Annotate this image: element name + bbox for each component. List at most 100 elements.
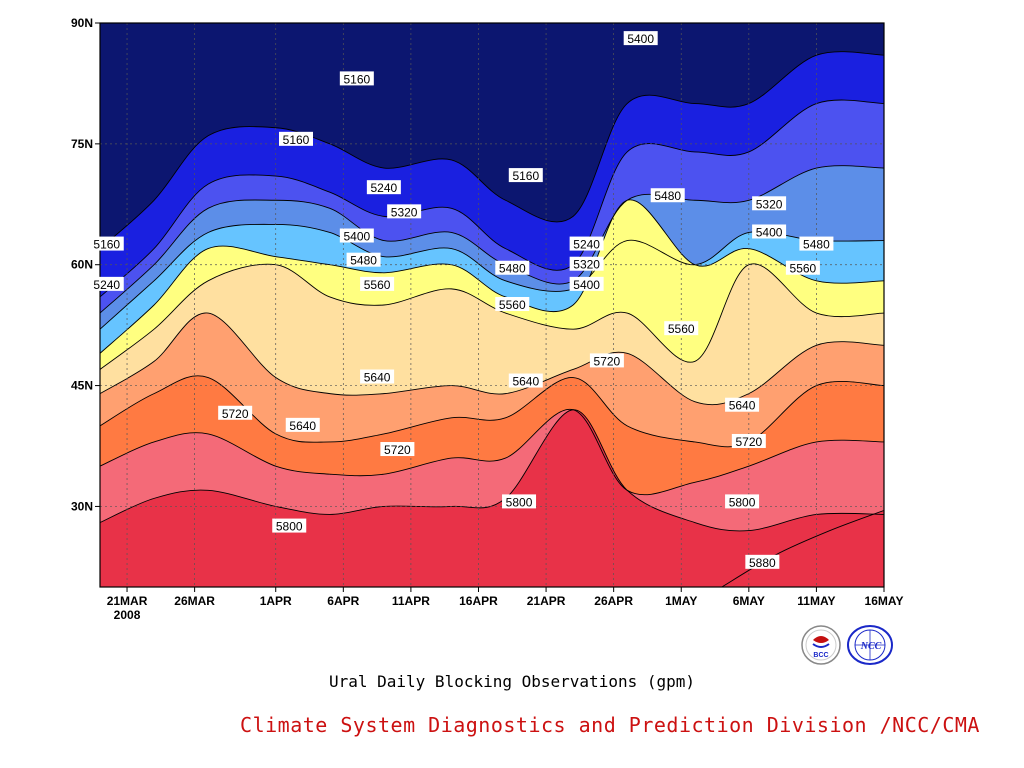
contour-label-text: 5160 bbox=[343, 72, 370, 86]
contour-label-bg bbox=[725, 494, 760, 509]
contour-label: 5560 bbox=[664, 321, 699, 336]
contour-label: 5640 bbox=[285, 417, 320, 433]
contour-label-text: 5560 bbox=[364, 278, 391, 292]
contour-label-bg bbox=[752, 196, 787, 211]
x-tick-label: 21MAR bbox=[107, 594, 148, 608]
x-tick-label: 16APR bbox=[459, 594, 498, 608]
contour-label: 5640 bbox=[360, 369, 395, 385]
contour-label: 5160 bbox=[279, 131, 313, 147]
contour-label-bg bbox=[366, 180, 401, 195]
contour-label-bg bbox=[725, 397, 760, 412]
contour-label-bg bbox=[339, 71, 374, 86]
credit-line: Climate System Diagnostics and Predictio… bbox=[240, 713, 980, 737]
contour-label-bg bbox=[285, 417, 320, 432]
contour-label-text: 5720 bbox=[384, 443, 411, 457]
contour-label-text: 5480 bbox=[654, 189, 681, 203]
contour-fills bbox=[100, 23, 884, 587]
contour-label-bg bbox=[508, 373, 543, 388]
contour-label: 5720 bbox=[589, 353, 624, 368]
contour-label-text: 5640 bbox=[289, 419, 316, 433]
x-tick-label: 16MAY bbox=[865, 594, 904, 608]
x-tick-label: 6APR bbox=[327, 594, 359, 608]
contour-label: 5400 bbox=[339, 228, 374, 244]
contour-label: 5880 bbox=[745, 554, 780, 570]
contour-label-text: 5480 bbox=[499, 262, 526, 276]
contour-label: 5560 bbox=[785, 260, 820, 276]
contour-label-bg bbox=[508, 168, 543, 183]
contour-label-bg bbox=[89, 276, 124, 291]
contour-label: 5160 bbox=[89, 236, 124, 252]
contour-label-text: 5720 bbox=[222, 407, 249, 421]
contour-label: 5480 bbox=[346, 252, 381, 268]
contour-label-bg bbox=[360, 276, 395, 291]
contour-label: 5720 bbox=[218, 405, 253, 421]
contour-label: 5400 bbox=[569, 276, 604, 292]
contour-label-text: 5480 bbox=[350, 254, 377, 268]
contour-label: 5240 bbox=[89, 276, 124, 292]
axis-ticks: 90N 75N 60N 45N 30N 21MAR 26MAR 1APR 6APR 11APR 16… bbox=[71, 16, 903, 622]
contour-label: 5320 bbox=[752, 196, 787, 211]
contour-label-text: 5640 bbox=[364, 371, 391, 385]
x-tick-label: 11MAY bbox=[797, 594, 835, 608]
contour-label: 5480 bbox=[495, 260, 530, 276]
contour-label-bg bbox=[623, 31, 658, 46]
contour-label: 5160 bbox=[508, 168, 543, 183]
x-tick-label: 1MAY bbox=[665, 594, 697, 608]
contour-label-bg bbox=[650, 188, 685, 203]
contour-label: 5800 bbox=[725, 494, 760, 509]
contour-label-text: 5640 bbox=[512, 375, 539, 389]
contour-label-text: 5560 bbox=[499, 298, 526, 312]
contour-label-text: 5160 bbox=[283, 133, 310, 147]
contour-label-text: 5160 bbox=[512, 169, 539, 183]
contour-label-bg bbox=[89, 236, 124, 251]
x-tick-label: 6MAY bbox=[733, 594, 765, 608]
y-tick-label: 90N bbox=[71, 16, 93, 30]
contour-label: 5400 bbox=[623, 31, 658, 46]
contour-label-text: 5800 bbox=[506, 495, 533, 509]
contour-label-bg bbox=[360, 369, 395, 384]
contour-label-text: 5400 bbox=[756, 225, 783, 239]
contour-label: 5720 bbox=[731, 433, 766, 449]
contour-label-bg bbox=[664, 321, 699, 336]
contour-label-bg bbox=[799, 236, 834, 251]
contour-label-bg bbox=[339, 228, 374, 243]
contour-label: 5560 bbox=[360, 276, 395, 292]
isoline-5480 bbox=[100, 199, 884, 354]
bcc-logo: BCC bbox=[801, 625, 841, 665]
contour-label: 5560 bbox=[495, 297, 530, 312]
contour-label-text: 5720 bbox=[735, 435, 762, 449]
contour-label: 5480 bbox=[799, 236, 834, 252]
x-tick-label: 26APR bbox=[594, 594, 633, 608]
contour-label-text: 5240 bbox=[573, 238, 600, 252]
contour-label-bg bbox=[785, 260, 820, 275]
chart-subtitle: Ural Daily Blocking Observations (gpm) bbox=[328, 672, 696, 691]
contour-label: 5720 bbox=[380, 442, 415, 457]
contour-label: 5240 bbox=[366, 180, 401, 195]
contour-label-text: 5160 bbox=[93, 238, 120, 252]
isoline-5320 bbox=[100, 165, 884, 314]
contour-label-text: 5880 bbox=[749, 556, 776, 570]
contour-label-bg bbox=[346, 252, 381, 267]
contour-label-bg bbox=[752, 224, 787, 239]
contour-label: 5800 bbox=[502, 494, 537, 509]
contour-label-text: 5800 bbox=[729, 495, 756, 509]
ncc-logo-text: NCC bbox=[860, 641, 882, 652]
contour-label-bg bbox=[495, 297, 530, 311]
y-tick-label: 45N bbox=[71, 379, 93, 393]
contour-label-text: 5240 bbox=[93, 278, 120, 292]
contour-label-text: 5560 bbox=[668, 322, 695, 336]
ncc-logo: NCC bbox=[847, 625, 893, 665]
contour-label-bg bbox=[569, 256, 604, 271]
contour-label-bg bbox=[218, 405, 253, 420]
contour-label: 5400 bbox=[752, 224, 787, 239]
contour-label-text: 5320 bbox=[391, 205, 418, 219]
contour-labels: 5160 5160 5160 5160 5240 5240 5240 5320 5320 5320… bbox=[89, 31, 834, 570]
contour-label: 5240 bbox=[569, 236, 604, 252]
y-tick-label: 60N bbox=[71, 258, 93, 272]
y-tick-label: 75N bbox=[71, 137, 93, 151]
contour-label-bg bbox=[731, 433, 766, 448]
contour-label-text: 5800 bbox=[276, 520, 303, 534]
contour-label-text: 5400 bbox=[573, 278, 600, 292]
contour-label-bg bbox=[569, 276, 604, 291]
contour-label-bg bbox=[502, 494, 537, 509]
